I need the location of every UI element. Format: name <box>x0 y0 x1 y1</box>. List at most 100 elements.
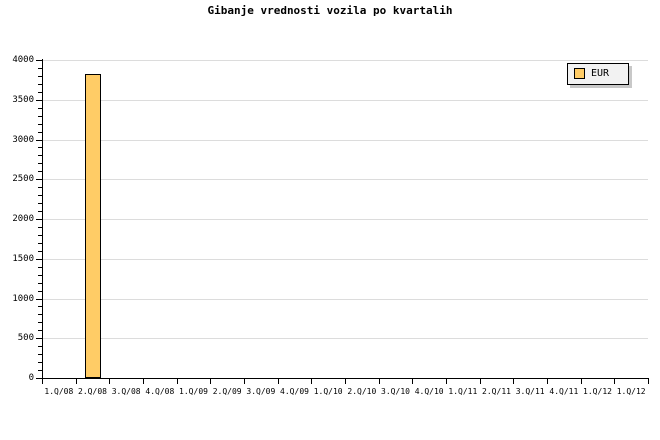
x-axis-label: 3.Q/09 <box>246 387 276 396</box>
y-axis-minor-tick <box>38 235 42 236</box>
y-axis-tick <box>36 259 42 260</box>
y-axis-minor-tick <box>38 147 42 148</box>
y-axis-minor-tick <box>38 354 42 355</box>
y-axis-tick <box>36 179 42 180</box>
gridline <box>42 338 648 340</box>
y-axis-minor-tick <box>38 108 42 109</box>
gridline <box>42 139 648 141</box>
x-axis-tick <box>345 379 346 384</box>
y-axis-label: 4000 <box>12 55 34 65</box>
x-axis-label: 2.Q/11 <box>482 387 511 396</box>
y-axis-minor-tick <box>38 116 42 117</box>
y-axis-minor-tick <box>38 155 42 156</box>
x-axis-label: 1.Q/09 <box>179 387 208 396</box>
y-axis-tick <box>36 378 42 379</box>
y-axis-label: 1500 <box>12 254 34 264</box>
x-axis-tick <box>244 379 245 384</box>
legend-swatch-icon <box>574 68 585 79</box>
x-axis-label: 3.Q/08 <box>111 387 141 396</box>
legend-label: EUR <box>591 68 610 79</box>
y-axis-minor-tick <box>38 330 42 331</box>
x-axis-label: 1.Q/11 <box>448 387 478 396</box>
y-axis-tick <box>36 140 42 141</box>
y-axis-label: 3000 <box>12 135 34 145</box>
gridline <box>42 99 648 101</box>
legend-item[interactable]: EUR <box>574 68 609 79</box>
y-axis-minor-tick <box>38 291 42 292</box>
x-axis-line <box>42 378 649 379</box>
y-axis-tick <box>36 100 42 101</box>
x-axis-label: 1.Q/08 <box>44 387 74 396</box>
bar[interactable] <box>84 73 101 378</box>
y-axis-label: 500 <box>17 333 34 343</box>
y-axis-minor-tick <box>38 124 42 125</box>
x-axis-label: 4.Q/09 <box>280 387 309 396</box>
y-axis-minor-tick <box>38 195 42 196</box>
x-axis-tick <box>480 379 481 384</box>
x-axis-label: 1.Q/12 <box>616 387 646 396</box>
gridline <box>42 298 648 300</box>
x-axis-tick <box>311 379 312 384</box>
y-axis-minor-tick <box>38 211 42 212</box>
x-axis-tick <box>76 379 77 384</box>
gridline <box>42 60 648 61</box>
x-axis-tick <box>177 379 178 384</box>
x-axis-label: 3.Q/10 <box>381 387 410 396</box>
x-axis-tick <box>278 379 279 384</box>
x-axis-tick <box>446 379 447 384</box>
y-axis-minor-tick <box>38 322 42 323</box>
x-axis-label: 1.Q/12 <box>583 387 612 396</box>
plot-area <box>42 60 648 379</box>
x-axis-tick <box>210 379 211 384</box>
x-axis-label: 2.Q/08 <box>78 387 107 396</box>
x-axis-tick <box>42 379 43 384</box>
y-axis-tick <box>36 60 42 61</box>
chart-title: Gibanje vrednosti vozila po kvartalih <box>207 4 453 17</box>
y-axis-minor-tick <box>38 76 42 77</box>
y-axis-minor-tick <box>38 362 42 363</box>
y-axis-minor-tick <box>38 68 42 69</box>
x-axis-label: 4.Q/08 <box>145 387 175 396</box>
x-axis-label: 4.Q/11 <box>549 387 579 396</box>
y-axis-minor-tick <box>38 132 42 133</box>
y-axis-minor-tick <box>38 92 42 93</box>
y-axis-minor-tick <box>38 283 42 284</box>
gridline <box>42 179 648 181</box>
y-axis-minor-tick <box>38 306 42 307</box>
x-axis-label: 1.Q/10 <box>313 387 343 396</box>
y-axis-minor-tick <box>38 171 42 172</box>
y-axis-minor-tick <box>38 227 42 228</box>
y-axis-minor-tick <box>38 187 42 188</box>
y-axis-label: 2500 <box>12 174 34 184</box>
x-axis-label: 4.Q/10 <box>414 387 444 396</box>
y-axis-minor-tick <box>38 251 42 252</box>
y-axis-label: 2000 <box>12 214 34 224</box>
x-axis-label: 3.Q/11 <box>515 387 545 396</box>
y-axis-label: 0 <box>28 373 34 383</box>
x-axis-tick <box>379 379 380 384</box>
legend-box[interactable]: EUR <box>567 63 629 85</box>
y-axis-labels: 0 500 1000 1500 2000 2500 3000 3500 4000 <box>0 0 34 440</box>
y-axis-minor-tick <box>38 203 42 204</box>
y-axis-line <box>42 59 43 379</box>
gridline <box>42 258 648 260</box>
y-axis-tick <box>36 299 42 300</box>
x-axis-tick <box>143 379 144 384</box>
x-axis-tick <box>513 379 514 384</box>
y-axis-minor-tick <box>38 275 42 276</box>
y-axis-minor-tick <box>38 314 42 315</box>
y-axis-minor-tick <box>38 346 42 347</box>
y-axis-label: 1000 <box>12 294 34 304</box>
y-axis-label: 3500 <box>12 95 34 105</box>
x-axis-tick <box>581 379 582 384</box>
gridline <box>42 219 648 220</box>
y-axis-minor-tick <box>38 163 42 164</box>
x-axis-label: 2.Q/10 <box>347 387 377 396</box>
y-axis-minor-tick <box>38 243 42 244</box>
y-axis-minor-tick <box>38 370 42 371</box>
y-axis-minor-tick <box>38 84 42 85</box>
x-axis-tick <box>648 379 649 384</box>
x-axis-tick <box>547 379 548 384</box>
x-axis-tick <box>109 379 110 384</box>
